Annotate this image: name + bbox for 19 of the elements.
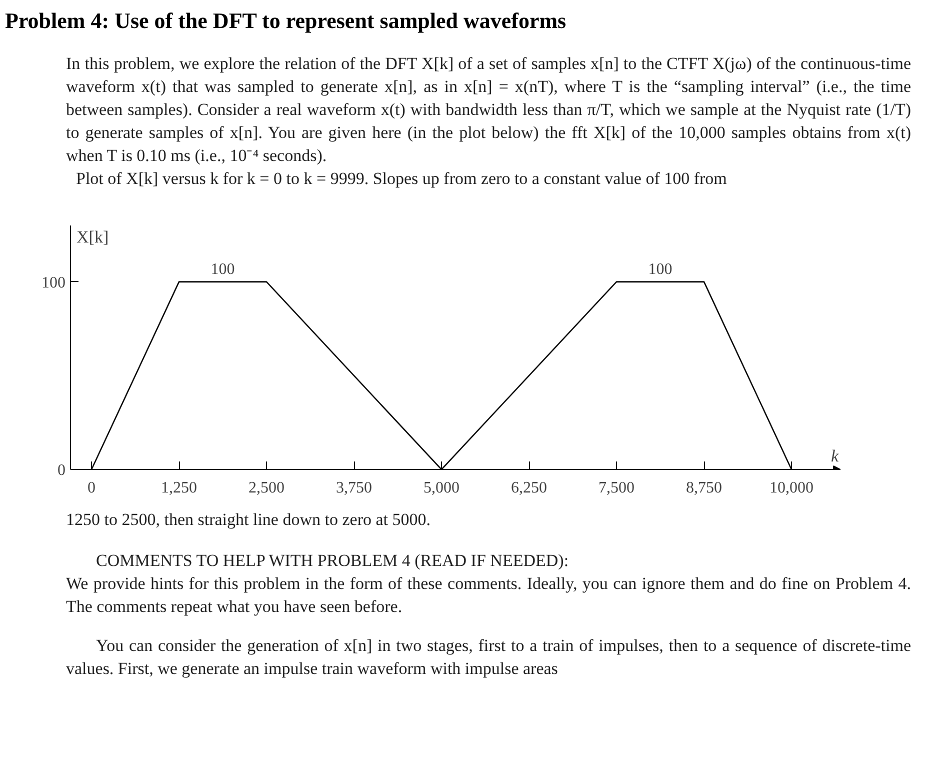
annotation: 100 — [648, 261, 672, 278]
x-tick-label: 10,000 — [770, 480, 814, 497]
x-tick-label: 3,750 — [336, 480, 372, 497]
chart-title: Problem 4: Use of the DFT to represent sampled waveforms — [5, 7, 566, 35]
x-tick-label: 2,500 — [248, 480, 284, 497]
x-tick-label: 0 — [88, 480, 96, 497]
annotation: 100 — [210, 261, 235, 278]
x-axis-title: k — [830, 446, 839, 466]
text: We provide hints for this problem in the form of these comments. Ideally, you can ignore them and do fine on Problem 4. The comments repeat what you have seen before. — [66, 573, 911, 618]
x-tick-label: 5,000 — [424, 480, 460, 497]
chart-subtitle: In this problem, we explore the relation of the DFT X[k] of a set of samples x[n] to the CTFT X(jω) of the continuous-time waveform x(t) that was sampled to generate x[n], as in x[n] = x(nT), where T is the “sampling interval” (i.e., the time between samples). Consider a real waveform x(t) with bandwidth less than π/T, which we sample at the Nyquist rate (1/T) to generate samples of x[n]. You are given here (in the plot below) the fft X[k] of the 10,000 samples obtains from x(t) when T is 0.10 ms (i.e., 10⁻⁴ seconds). Plot of X[k] versus k for k = 0 to k = 9999. Slopes up from zero to a constant value of 100 from — [66, 53, 911, 190]
y-axis-title: X[k] — [76, 228, 109, 247]
x-tick-label: 8,750 — [686, 480, 722, 497]
x-tick-label: 1,250 — [161, 480, 197, 497]
x-tick-label: 6,250 — [511, 480, 547, 497]
text: COMMENTS TO HELP WITH PROBLEM 4 (READ IF NEEDED): — [95, 550, 570, 572]
text: 1250 to 2500, then straight line down to zero at 5000. — [66, 509, 432, 532]
x-tick-label: 7,500 — [598, 480, 634, 497]
text: You can consider the generation of x[n] in two stages, first to a train of impulses, then to a sequence of discrete-time values. First, we generate an impulse train waveform with impulse areas — [66, 635, 911, 680]
